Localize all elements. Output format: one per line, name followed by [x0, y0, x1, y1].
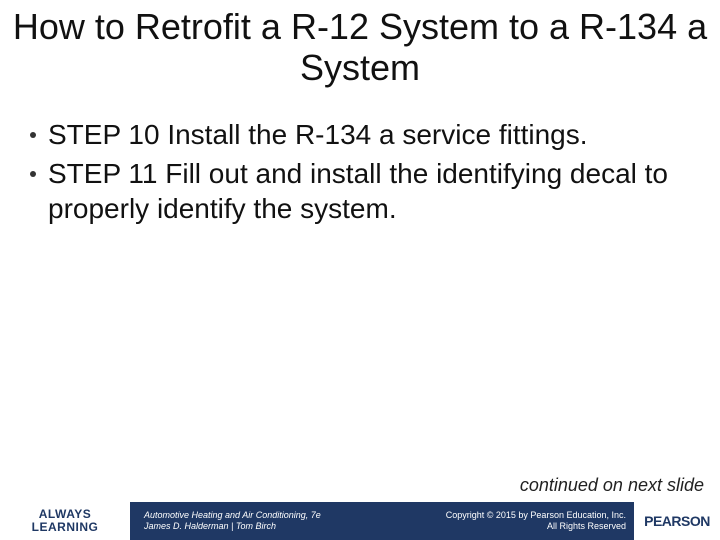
slide: How to Retrofit a R-12 System to a R-134… — [0, 0, 720, 540]
always-learning-logo: ALWAYS LEARNING — [0, 502, 130, 540]
copyright: Copyright © 2015 by Pearson Education, I… — [446, 510, 626, 533]
content-area: STEP 10 Install the R-134 a service fitt… — [0, 99, 720, 540]
bullet-dot-icon — [30, 132, 36, 138]
bullet-item: STEP 11 Fill out and install the identif… — [30, 156, 690, 226]
bullet-text: STEP 10 Install the R-134 a service fitt… — [48, 117, 588, 152]
bullet-text: STEP 11 Fill out and install the identif… — [48, 156, 690, 226]
book-authors: James D. Halderman | Tom Birch — [144, 521, 321, 532]
always-learning-line2: LEARNING — [32, 521, 99, 534]
pearson-text: PEARSON — [644, 513, 710, 529]
bullet-item: STEP 10 Install the R-134 a service fitt… — [30, 117, 690, 152]
copyright-line1: Copyright © 2015 by Pearson Education, I… — [446, 510, 626, 521]
pearson-logo: PEARSON — [634, 502, 720, 540]
footer-bar: ALWAYS LEARNING Automotive Heating and A… — [0, 502, 720, 540]
continued-note: continued on next slide — [520, 475, 704, 496]
bullet-dot-icon — [30, 171, 36, 177]
slide-title: How to Retrofit a R-12 System to a R-134… — [10, 6, 710, 89]
copyright-line2: All Rights Reserved — [446, 521, 626, 532]
book-info: Automotive Heating and Air Conditioning,… — [144, 510, 321, 533]
title-bar: How to Retrofit a R-12 System to a R-134… — [0, 0, 720, 99]
book-title: Automotive Heating and Air Conditioning,… — [144, 510, 321, 521]
